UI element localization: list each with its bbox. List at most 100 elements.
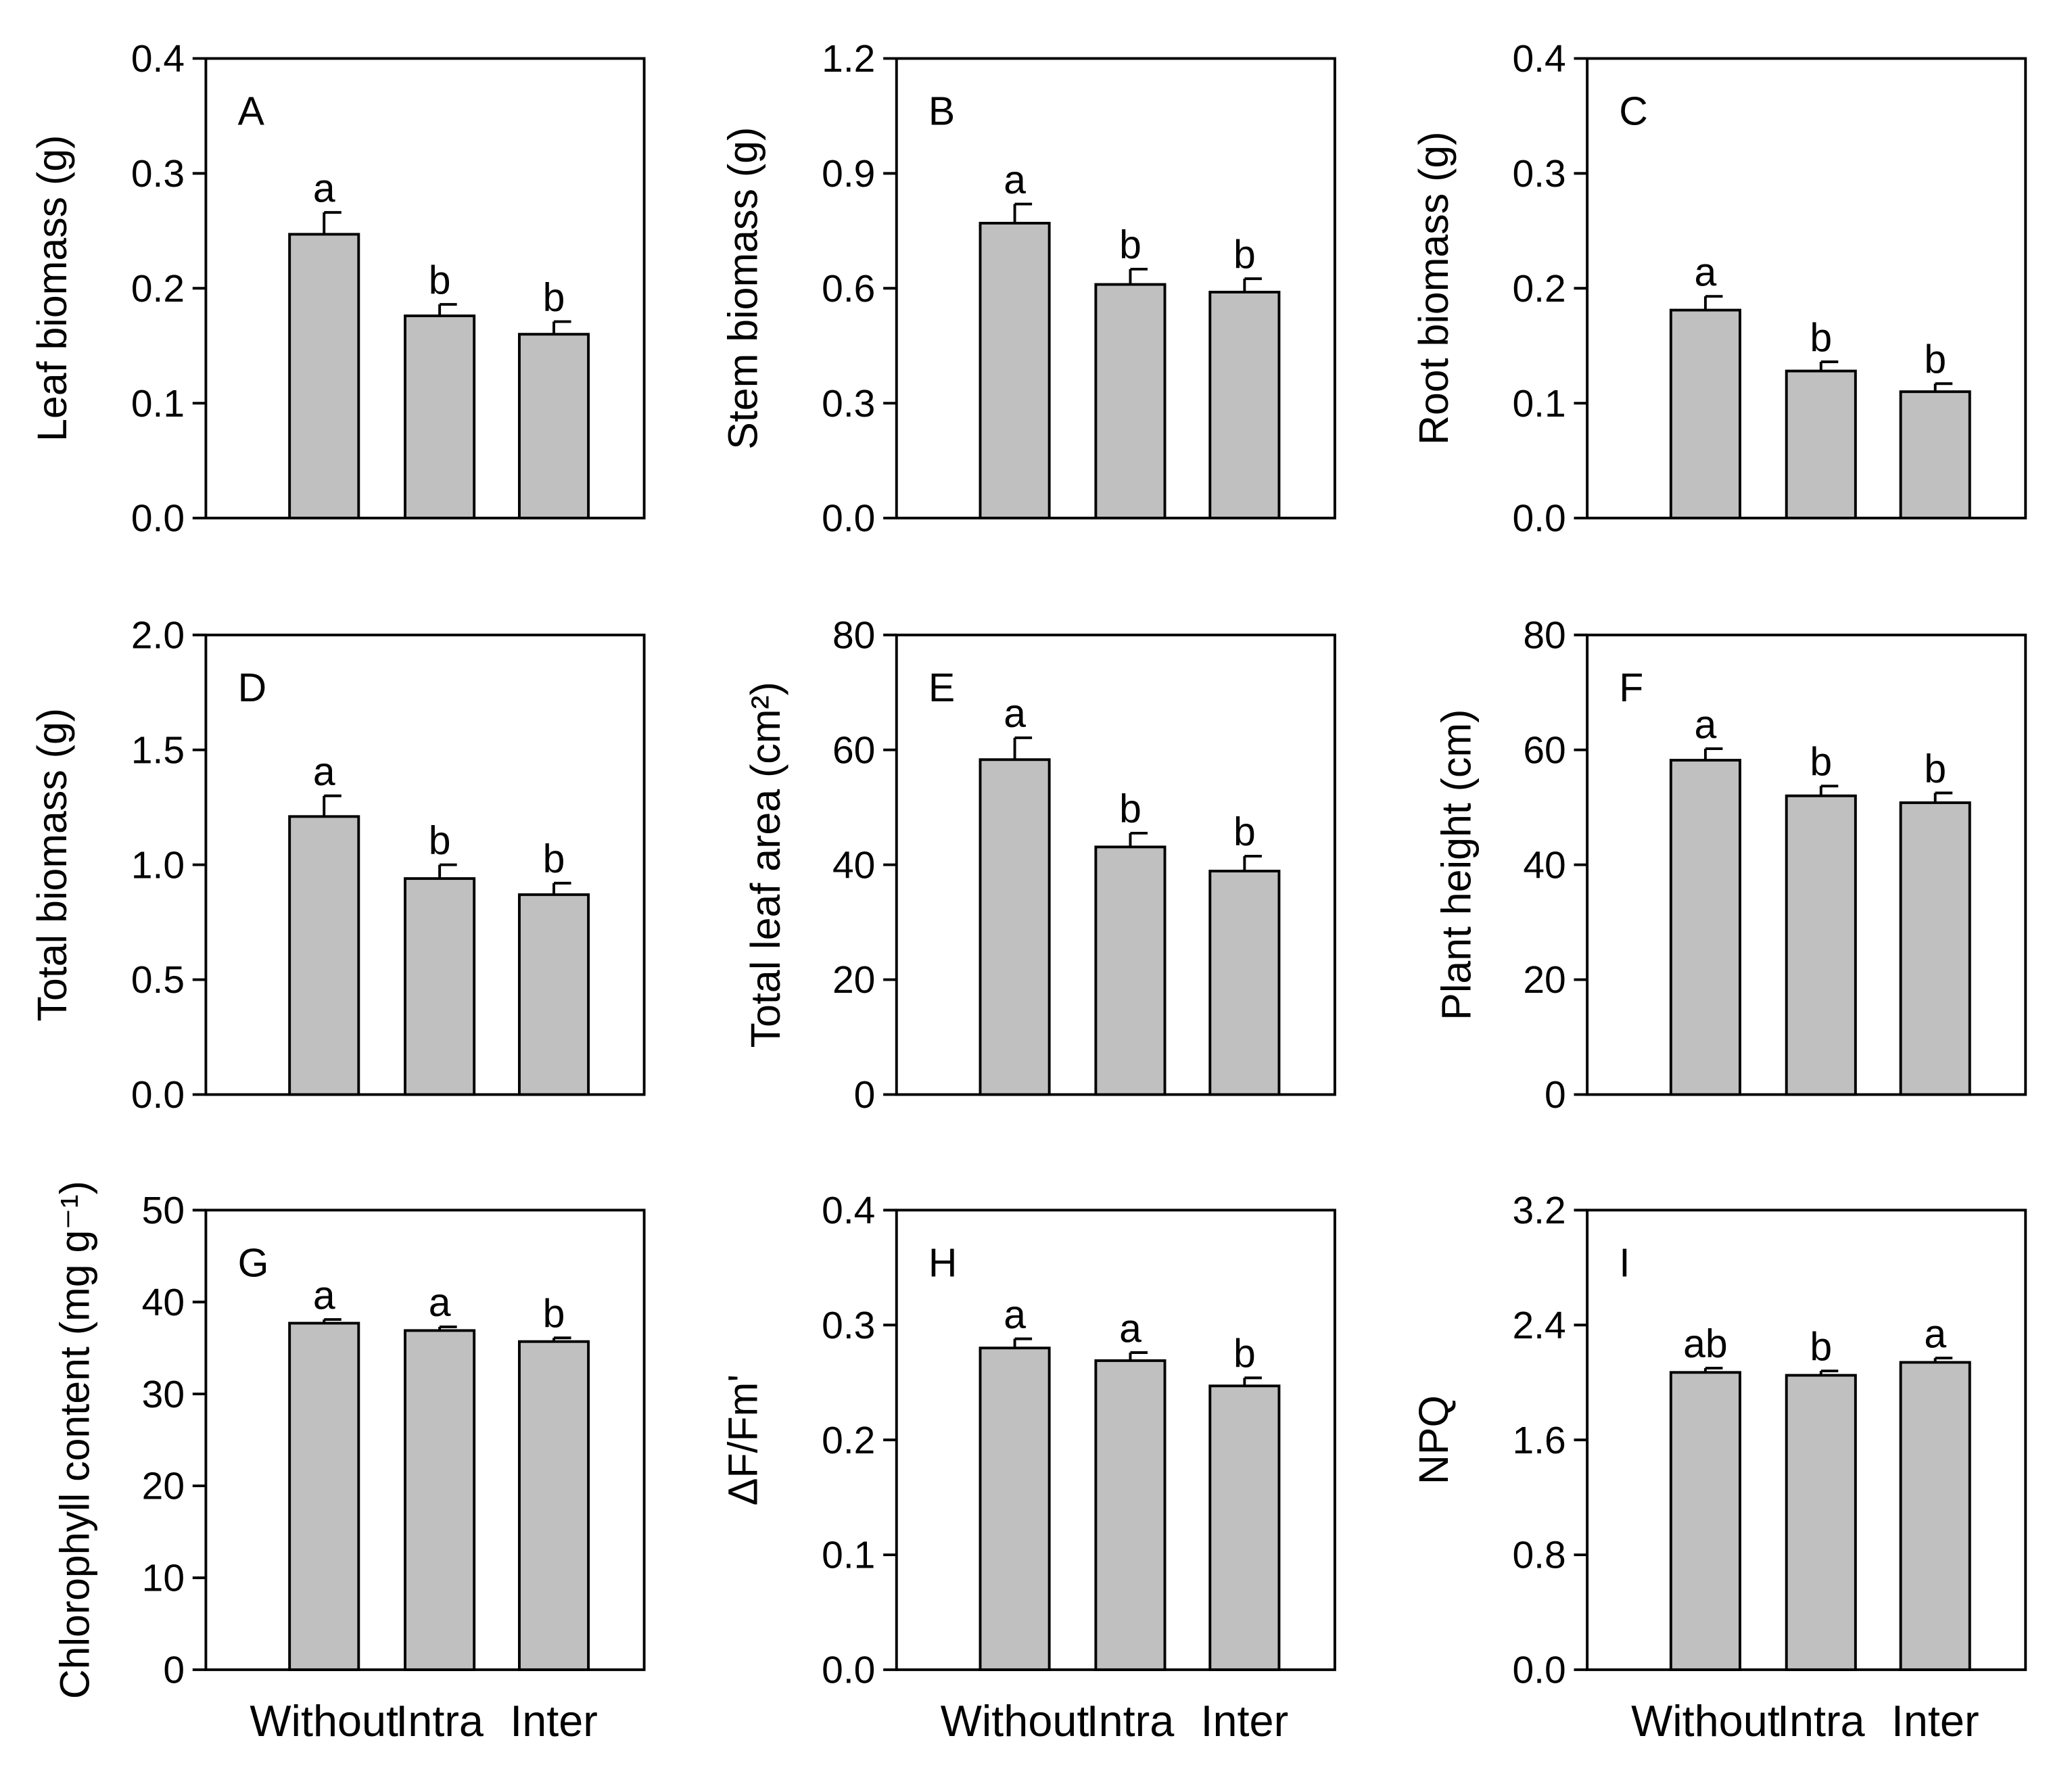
x-tick-label: Intra [1777,1696,1866,1746]
significance-letter: b [429,258,451,302]
bar [288,233,360,520]
y-tick-label: 80 [832,614,875,657]
significance-letter: a [1004,1293,1026,1337]
y-tick-label: 1.5 [131,728,185,772]
panel-letter: C [1619,90,1648,134]
significance-letter: a [1004,692,1026,736]
x-tick-label: Inter [1201,1696,1289,1746]
bar [1669,1371,1741,1671]
panel-letter: B [928,90,955,134]
bar [1094,283,1167,520]
bar [1785,794,1857,1096]
bar [518,1340,590,1671]
y-tick-label: 0.1 [131,382,185,425]
x-tick-label: Without [250,1696,398,1746]
y-tick-label: 0.3 [822,1304,875,1347]
significance-letter: a [429,1281,451,1325]
y-tick-label: 0 [163,1649,185,1692]
significance-letter: a [313,1273,335,1317]
x-tick-label: Inter [1891,1696,1979,1746]
y-tick-label: 0.3 [822,382,875,425]
y-tick-label: 0.2 [131,267,185,310]
bar [979,1346,1051,1671]
y-tick-label: 0.0 [1513,497,1566,540]
y-tick-label: 0.0 [1513,1649,1566,1692]
y-tick-label: 0.3 [131,152,185,195]
y-tick-label: 0.4 [1513,37,1566,80]
panel-d: a b b 0.0 0.5 1.0 1.5 2.0 D Total biomass (g) [29,614,646,1117]
x-tick-label: Intra [396,1696,484,1746]
y-tick-label: 30 [142,1373,185,1416]
y-tick-label: 0.1 [1513,382,1566,425]
y-axis-label: Total leaf area (cm²) [743,682,788,1048]
y-tick-label: 0.2 [822,1419,875,1462]
y-tick-label: 3.2 [1513,1189,1566,1232]
bar [518,893,590,1096]
y-axis-label: Chlorophyll content (mg g⁻¹) [52,1181,98,1699]
panel-letter: F [1619,666,1643,710]
significance-letter: b [1810,316,1832,360]
significance-letter: b [543,1292,565,1336]
bar [1208,1384,1281,1671]
y-tick-label: 40 [832,843,875,887]
bar [1899,1361,1971,1671]
y-tick-label: 0.0 [131,497,185,540]
y-tick-label: 0.5 [131,958,185,1002]
significance-letter: b [1119,787,1141,831]
panel-b: a b b 0.0 0.3 0.6 0.9 1.2 B Stem biomass (g) [720,37,1336,540]
y-tick-label: 20 [142,1465,185,1508]
y-tick-label: 10 [142,1557,185,1600]
y-tick-label: 80 [1523,614,1565,657]
y-axis-label: ΔF/Fm' [720,1374,766,1505]
y-axis-label: Total biomass (g) [29,708,75,1022]
y-tick-label: 0.4 [131,37,185,80]
y-tick-label: 0.2 [1513,267,1566,310]
bar [288,1321,360,1671]
x-tick-label: Without [1631,1696,1780,1746]
bar [1785,369,1857,520]
bar [1094,1359,1167,1671]
y-tick-label: 60 [1523,728,1565,772]
panel-e: a b b 0 20 40 60 80 E Total leaf area (cm²) [743,614,1336,1117]
bar [404,314,476,520]
y-tick-label: 40 [142,1281,185,1324]
panel-a: a b b 0.0 0.1 0.2 0.3 0.4 A Leaf biomass (g) [29,37,646,540]
y-tick-label: 40 [1523,843,1565,887]
y-tick-label: 0.4 [822,1189,875,1232]
plot-frame [204,1209,646,1671]
y-axis-label: Stem biomass (g) [720,127,766,450]
panel-letter: G [238,1242,269,1286]
y-axis-label: Root biomass (g) [1411,132,1457,446]
significance-letter: a [313,750,335,794]
y-tick-label: 0.1 [822,1534,875,1577]
bar [518,333,590,520]
bar [1094,845,1167,1096]
significance-letter: b [1233,1332,1256,1376]
y-tick-label: 0.8 [1513,1534,1566,1577]
significance-letter: b [1924,747,1946,791]
significance-letter: b [1810,1325,1832,1369]
bar [979,222,1051,520]
x-tick-label: Intra [1087,1696,1175,1746]
panel-letter: E [928,666,955,710]
bar [1669,759,1741,1096]
bar [1669,308,1741,520]
significance-letter: b [429,819,451,863]
y-tick-label: 0.6 [822,267,875,310]
significance-letter: a [1695,250,1717,294]
y-tick-label: 0.3 [1513,152,1566,195]
y-tick-label: 50 [142,1189,185,1232]
significance-letter: a [1004,158,1026,202]
significance-letter: b [543,276,565,320]
y-axis-label: Plant height (cm) [1433,709,1479,1021]
y-tick-label: 0.9 [822,152,875,195]
significance-letter: b [1119,223,1141,267]
x-tick-label: Without [941,1696,1089,1746]
y-tick-label: 2.4 [1513,1304,1566,1347]
y-tick-label: 20 [1523,958,1565,1002]
y-tick-label: 1.0 [131,843,185,887]
bar [404,1329,476,1671]
significance-letter: a [1695,703,1717,747]
y-tick-label: 60 [832,728,875,772]
